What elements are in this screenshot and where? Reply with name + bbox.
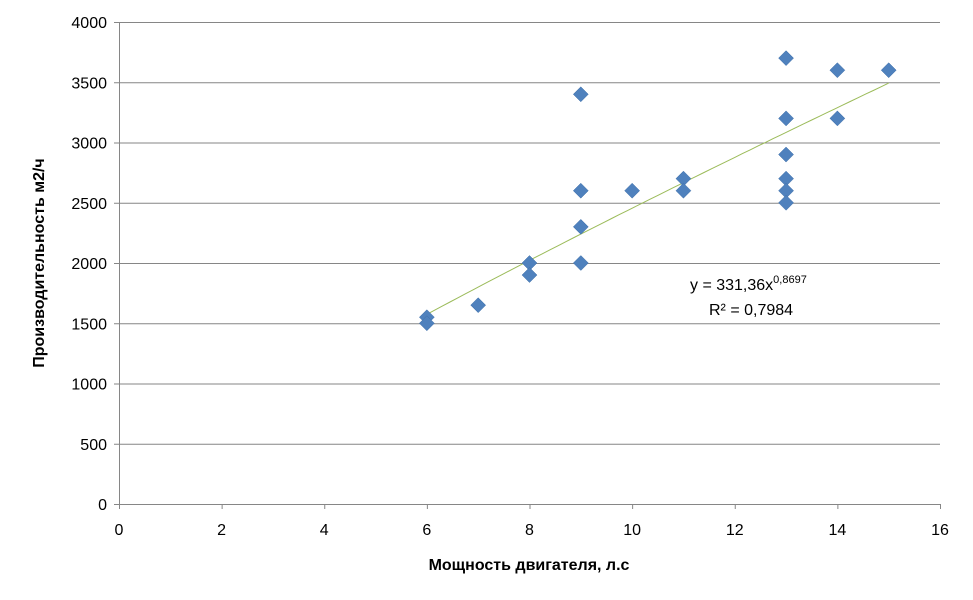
data-point (521, 267, 538, 283)
x-tick-label: 4 (320, 522, 329, 539)
tick-labels: 0 500 1000 1500 2000 2500 3000 3500 4000 0 2 4 6 8 10 1… (71, 15, 949, 539)
x-tick-label: 0 (115, 522, 124, 539)
data-point (778, 194, 794, 211)
data-point (880, 62, 897, 79)
data-point (778, 50, 794, 67)
x-tick-label: 12 (726, 522, 744, 539)
y-axis-title: Производительность м2/ч (31, 158, 48, 367)
data-point (829, 62, 846, 79)
x-tick-label: 2 (217, 522, 226, 539)
data-point (572, 218, 589, 235)
trend-equation: y = 331,36x0,8697 (690, 274, 807, 294)
r-squared-label: R² = 0,7984 (709, 302, 793, 319)
data-point (572, 182, 589, 199)
data-point (572, 255, 589, 271)
x-tick-label: 16 (931, 522, 949, 539)
x-tick-label: 10 (623, 522, 641, 539)
data-point (675, 182, 692, 199)
data-point (778, 146, 794, 163)
y-tick-label: 1000 (71, 377, 107, 394)
y-tick-label: 4000 (71, 15, 107, 32)
data-point (419, 315, 435, 332)
data-point (572, 86, 589, 103)
y-tick-label: 3500 (71, 75, 107, 92)
x-tick-label: 14 (828, 522, 846, 539)
y-tick-label: 500 (80, 437, 107, 454)
data-point (624, 182, 640, 199)
data-point (829, 110, 846, 127)
gridlines (119, 22, 940, 445)
data-point (470, 297, 487, 314)
y-tick-label: 2000 (71, 256, 107, 273)
trendline (426, 82, 889, 315)
y-tick-label: 0 (98, 497, 107, 514)
y-tick-label: 2500 (71, 196, 107, 213)
y-tick-label: 1500 (71, 316, 107, 333)
x-tick-label: 8 (525, 522, 534, 539)
data-point (778, 110, 794, 127)
x-tick-label: 6 (422, 522, 431, 539)
data-points (419, 50, 897, 332)
axes (114, 22, 941, 509)
y-tick-label: 3000 (71, 136, 107, 153)
x-axis-title: Мощность двигателя, л.с (429, 557, 630, 574)
